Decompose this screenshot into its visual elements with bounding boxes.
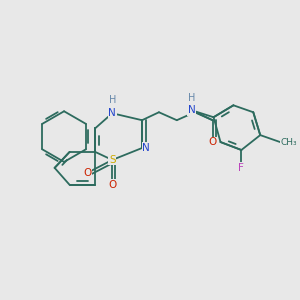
Text: N: N [142,143,150,153]
Text: CH₃: CH₃ [280,138,297,147]
Text: O: O [83,168,92,178]
Text: O: O [208,137,217,147]
Text: N: N [108,108,116,118]
Text: O: O [108,180,116,190]
Text: H: H [188,93,195,103]
Text: N: N [188,105,196,115]
Text: F: F [238,163,244,173]
Text: H: H [109,95,116,105]
Text: S: S [109,155,116,165]
